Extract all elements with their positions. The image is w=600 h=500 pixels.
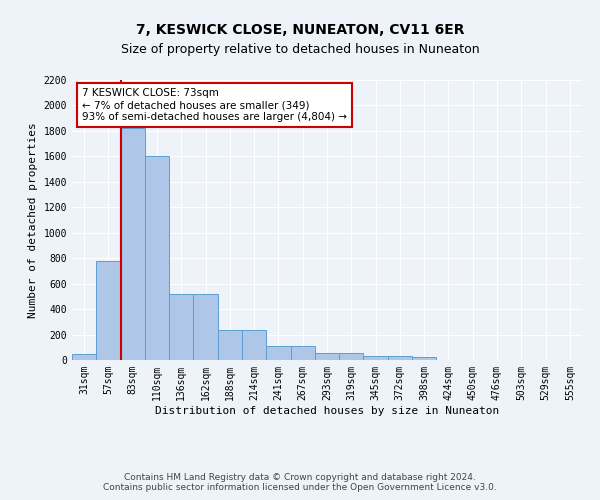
Bar xyxy=(412,358,436,360)
Text: Size of property relative to detached houses in Nuneaton: Size of property relative to detached ho… xyxy=(121,42,479,56)
Bar xyxy=(72,354,96,360)
Text: 7, KESWICK CLOSE, NUNEATON, CV11 6ER: 7, KESWICK CLOSE, NUNEATON, CV11 6ER xyxy=(136,22,464,36)
Bar xyxy=(339,353,364,360)
Bar xyxy=(193,294,218,360)
Bar xyxy=(290,346,315,360)
Bar xyxy=(145,156,169,360)
X-axis label: Distribution of detached houses by size in Nuneaton: Distribution of detached houses by size … xyxy=(155,406,499,415)
Bar xyxy=(388,356,412,360)
Bar xyxy=(364,356,388,360)
Bar xyxy=(169,294,193,360)
Bar xyxy=(315,353,339,360)
Text: Contains HM Land Registry data © Crown copyright and database right 2024.
Contai: Contains HM Land Registry data © Crown c… xyxy=(103,473,497,492)
Bar xyxy=(266,346,290,360)
Bar xyxy=(218,330,242,360)
Bar xyxy=(242,330,266,360)
Y-axis label: Number of detached properties: Number of detached properties xyxy=(28,122,38,318)
Bar xyxy=(96,260,121,360)
Text: 7 KESWICK CLOSE: 73sqm
← 7% of detached houses are smaller (349)
93% of semi-det: 7 KESWICK CLOSE: 73sqm ← 7% of detached … xyxy=(82,88,347,122)
Bar xyxy=(121,128,145,360)
